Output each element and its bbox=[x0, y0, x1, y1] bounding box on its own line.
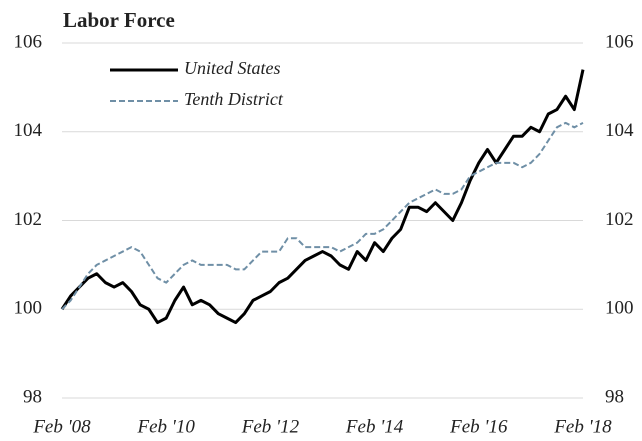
y-tick-label: 100 bbox=[14, 298, 43, 319]
y2-tick-label: 98 bbox=[605, 386, 624, 407]
chart-title: Labor Force bbox=[63, 8, 175, 32]
line-series bbox=[61, 121, 584, 310]
y-tick-label: 102 bbox=[14, 209, 43, 230]
x-tick-label: Feb '10 bbox=[137, 416, 196, 437]
y-tick-label: 98 bbox=[23, 386, 42, 407]
line-series bbox=[60, 69, 585, 325]
y2-tick-label: 100 bbox=[605, 298, 634, 319]
y2-tick-label: 104 bbox=[605, 120, 634, 141]
y-tick-label: 106 bbox=[14, 31, 43, 52]
x-tick-label: Feb '14 bbox=[345, 416, 404, 437]
x-tick-label: Feb '08 bbox=[32, 416, 91, 437]
x-tick-label: Feb '12 bbox=[241, 416, 300, 437]
x-tick-label: Feb '16 bbox=[449, 416, 508, 437]
y2-tick-label: 102 bbox=[605, 209, 634, 230]
legend-label: United States bbox=[184, 58, 281, 78]
y2-tick-label: 106 bbox=[605, 31, 634, 52]
x-tick-label: Feb '18 bbox=[553, 416, 612, 437]
y-tick-label: 104 bbox=[14, 120, 43, 141]
legend-label: Tenth District bbox=[184, 89, 284, 109]
